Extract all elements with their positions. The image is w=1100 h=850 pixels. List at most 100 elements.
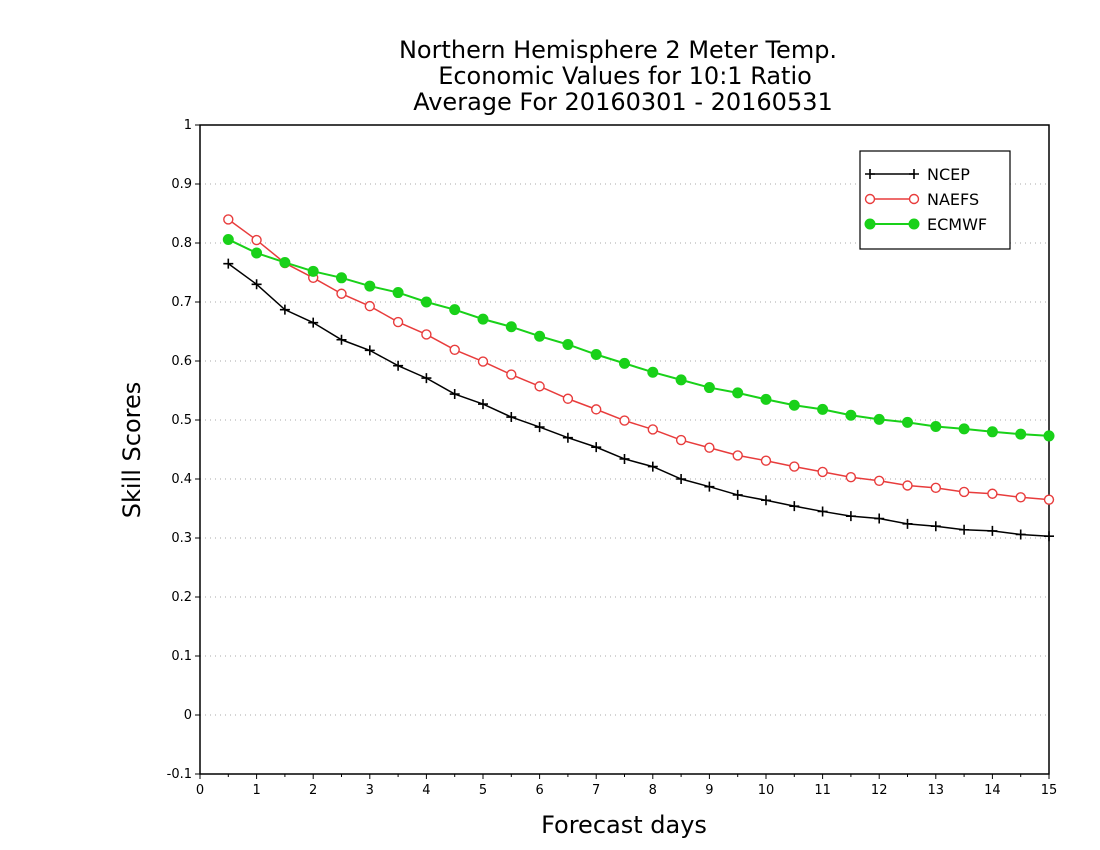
data-point-naefs [392,316,404,328]
data-point-ecmwf [788,399,800,411]
data-point-naefs [1043,494,1055,505]
legend-item-ecmwf: ECMWF [864,215,987,234]
data-point-naefs [732,450,743,461]
legend-marker-naefs [864,193,876,205]
data-point-ecmwf [1043,430,1055,442]
x-tick-label: 0 [196,783,204,798]
y-tick-label: 0.9 [171,177,192,192]
data-point-ecmwf [279,256,291,268]
data-point-ecmwf [307,265,319,277]
data-point-naefs [845,472,857,483]
data-point-ncep [223,258,234,269]
data-point-ecmwf [873,413,885,425]
title-line-2: Economic Values for 10:1 Ratio [438,62,812,90]
data-point-naefs [930,482,941,494]
data-point-ecmwf [958,423,970,435]
y-tick-label: 0.6 [171,354,192,369]
data-point-ecmwf [420,296,432,308]
data-point-ncep [704,481,715,492]
x-tick-label: 9 [705,783,713,798]
data-point-naefs [958,486,970,498]
y-tick-label: 0.5 [171,413,192,428]
data-point-ecmwf [590,349,602,361]
data-point-ecmwf [477,313,489,325]
data-point-ncep [562,432,573,443]
data-point-naefs [336,288,347,299]
data-point-ncep [732,489,743,500]
data-point-ecmwf [449,304,461,316]
x-tick-label: 2 [309,783,317,798]
x-tick-label: 7 [592,783,600,798]
data-point-naefs [591,404,602,415]
data-point-ncep [336,334,347,345]
y-tick-label: -0.1 [167,767,192,782]
data-point-naefs [534,381,545,392]
series-ncep [223,258,1054,542]
x-tick-label: 15 [1041,783,1058,798]
x-axis-ticks: 0 1 2 3 4 5 6 7 8 9 10 11 12 13 14 15 [196,774,1057,798]
y-tick-label: 0.7 [171,295,192,310]
data-point-ecmwf [703,382,715,394]
data-point-ncep [251,279,262,290]
data-point-naefs [902,480,913,491]
x-tick-label: 12 [871,783,888,798]
data-point-ncep [449,389,460,400]
legend-label-naefs: NAEFS [927,190,979,209]
data-point-naefs [704,442,715,453]
data-point-ncep [817,506,828,517]
y-axis-ticks: -0.1 0 0.1 0.2 0.3 0.4 0.5 0.6 0.7 0.8 0.9 1 [167,118,200,782]
data-point-ncep [987,525,998,536]
data-point-naefs [477,356,489,367]
y-tick-label: 0.1 [171,649,192,664]
legend-marker-ncep [909,169,919,179]
series-naefs [223,214,1055,505]
data-point-ecmwf [251,247,263,259]
data-point-ncep [789,501,800,512]
x-tick-label: 14 [984,783,1001,798]
y-axis-label: Skill Scores [118,382,146,519]
data-point-ecmwf [902,416,913,428]
data-point-naefs [789,461,800,472]
x-tick-label: 6 [535,783,543,798]
data-point-ncep [1044,531,1054,542]
data-point-ncep [647,461,658,472]
legend-marker-ecmwf [908,218,920,230]
data-point-ecmwf [222,233,234,245]
legend: NCEP NAEFS ECMWF [859,150,1011,250]
data-point-naefs [223,214,234,225]
data-point-ncep [478,399,488,410]
data-point-ecmwf [505,321,517,333]
data-point-ecmwf [675,374,687,386]
series-line-ncep [227,263,1050,537]
data-point-ncep [534,422,545,433]
data-point-ecmwf [1015,428,1027,440]
data-point-ecmwf [845,409,857,421]
data-point-ncep [761,495,771,506]
data-point-naefs [619,415,630,426]
gridlines [200,183,1049,716]
data-point-ncep [874,513,885,524]
x-tick-label: 13 [928,783,945,798]
x-tick-label: 4 [422,783,430,798]
x-tick-label: 11 [814,783,831,798]
y-tick-label: 1 [184,118,192,133]
data-point-ncep [676,474,687,484]
legend-item-naefs: NAEFS [864,190,979,209]
data-point-ecmwf [364,280,376,292]
data-point-naefs [506,369,517,380]
data-point-ncep [930,521,941,532]
data-point-ncep [959,524,970,535]
y-tick-label: 0.4 [171,472,192,487]
x-axis-label: Forecast days [541,811,707,839]
legend-label-ecmwf: ECMWF [927,215,987,234]
data-point-naefs [421,329,432,340]
y-tick-label: 0.8 [171,236,192,251]
data-point-naefs [562,393,574,404]
data-point-ecmwf [760,393,772,405]
data-point-ncep [308,317,319,328]
y-tick-label: 0 [184,708,192,723]
data-point-ecmwf [732,387,744,399]
data-point-ecmwf [336,272,347,284]
data-point-naefs [675,434,687,446]
data-point-ecmwf [392,287,404,299]
